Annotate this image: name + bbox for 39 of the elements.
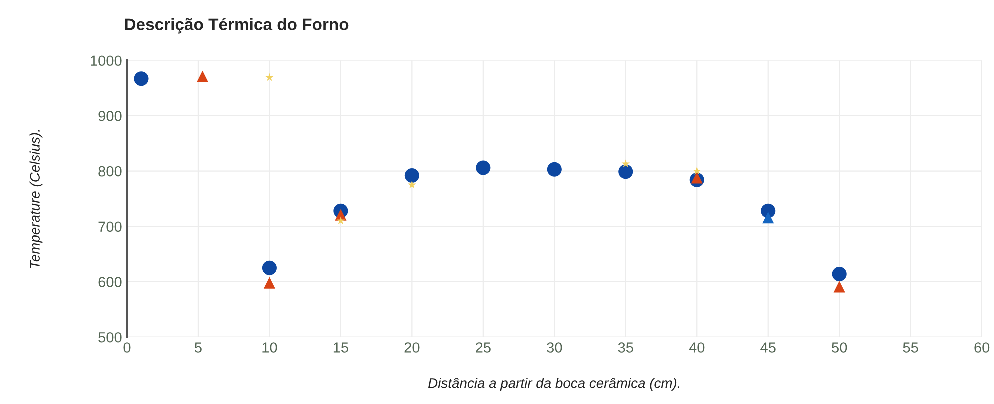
x-tick-label: 45 — [760, 342, 776, 353]
point — [262, 260, 277, 276]
y-tick-label: 900 — [98, 111, 122, 122]
point — [336, 216, 346, 225]
point — [622, 160, 630, 168]
y-tick-label: 700 — [98, 222, 122, 232]
x-tick-label: 5 — [194, 342, 202, 353]
y-tick-label: 500 — [98, 332, 122, 343]
y-tick-label: 600 — [98, 277, 122, 288]
point — [266, 73, 274, 82]
point — [134, 72, 149, 86]
x-tick-label: 15 — [334, 342, 348, 353]
y-tick-label: 1000 — [91, 56, 122, 66]
point — [762, 212, 774, 224]
x-tick-label: 60 — [974, 342, 990, 353]
x-tick-label: 55 — [903, 342, 918, 353]
x-tick-label: 35 — [618, 342, 634, 353]
x-tick-label: 50 — [832, 342, 848, 353]
x-axis-title: Distância a partir da boca cerâmica (cm). — [428, 378, 680, 392]
point — [691, 172, 703, 184]
point — [476, 160, 491, 176]
x-tick-label: 10 — [262, 342, 278, 353]
x-tick-label: 20 — [404, 342, 420, 353]
y-tick-label: 800 — [98, 166, 122, 177]
x-tick-label: 40 — [689, 342, 705, 353]
point — [692, 166, 702, 175]
point — [404, 168, 420, 184]
point — [618, 164, 634, 180]
point — [832, 266, 847, 282]
point — [408, 180, 416, 189]
x-tick-label: 30 — [547, 342, 562, 353]
y-axis-title: Temperature (Celsius). — [30, 130, 43, 268]
point — [264, 277, 276, 289]
point — [834, 281, 846, 293]
point — [547, 162, 562, 177]
x-tick-label: 0 — [124, 342, 131, 353]
point — [196, 70, 209, 82]
chart-title: Descrição Térmica do Forno — [125, 18, 349, 34]
x-tick-label: 25 — [476, 342, 491, 353]
